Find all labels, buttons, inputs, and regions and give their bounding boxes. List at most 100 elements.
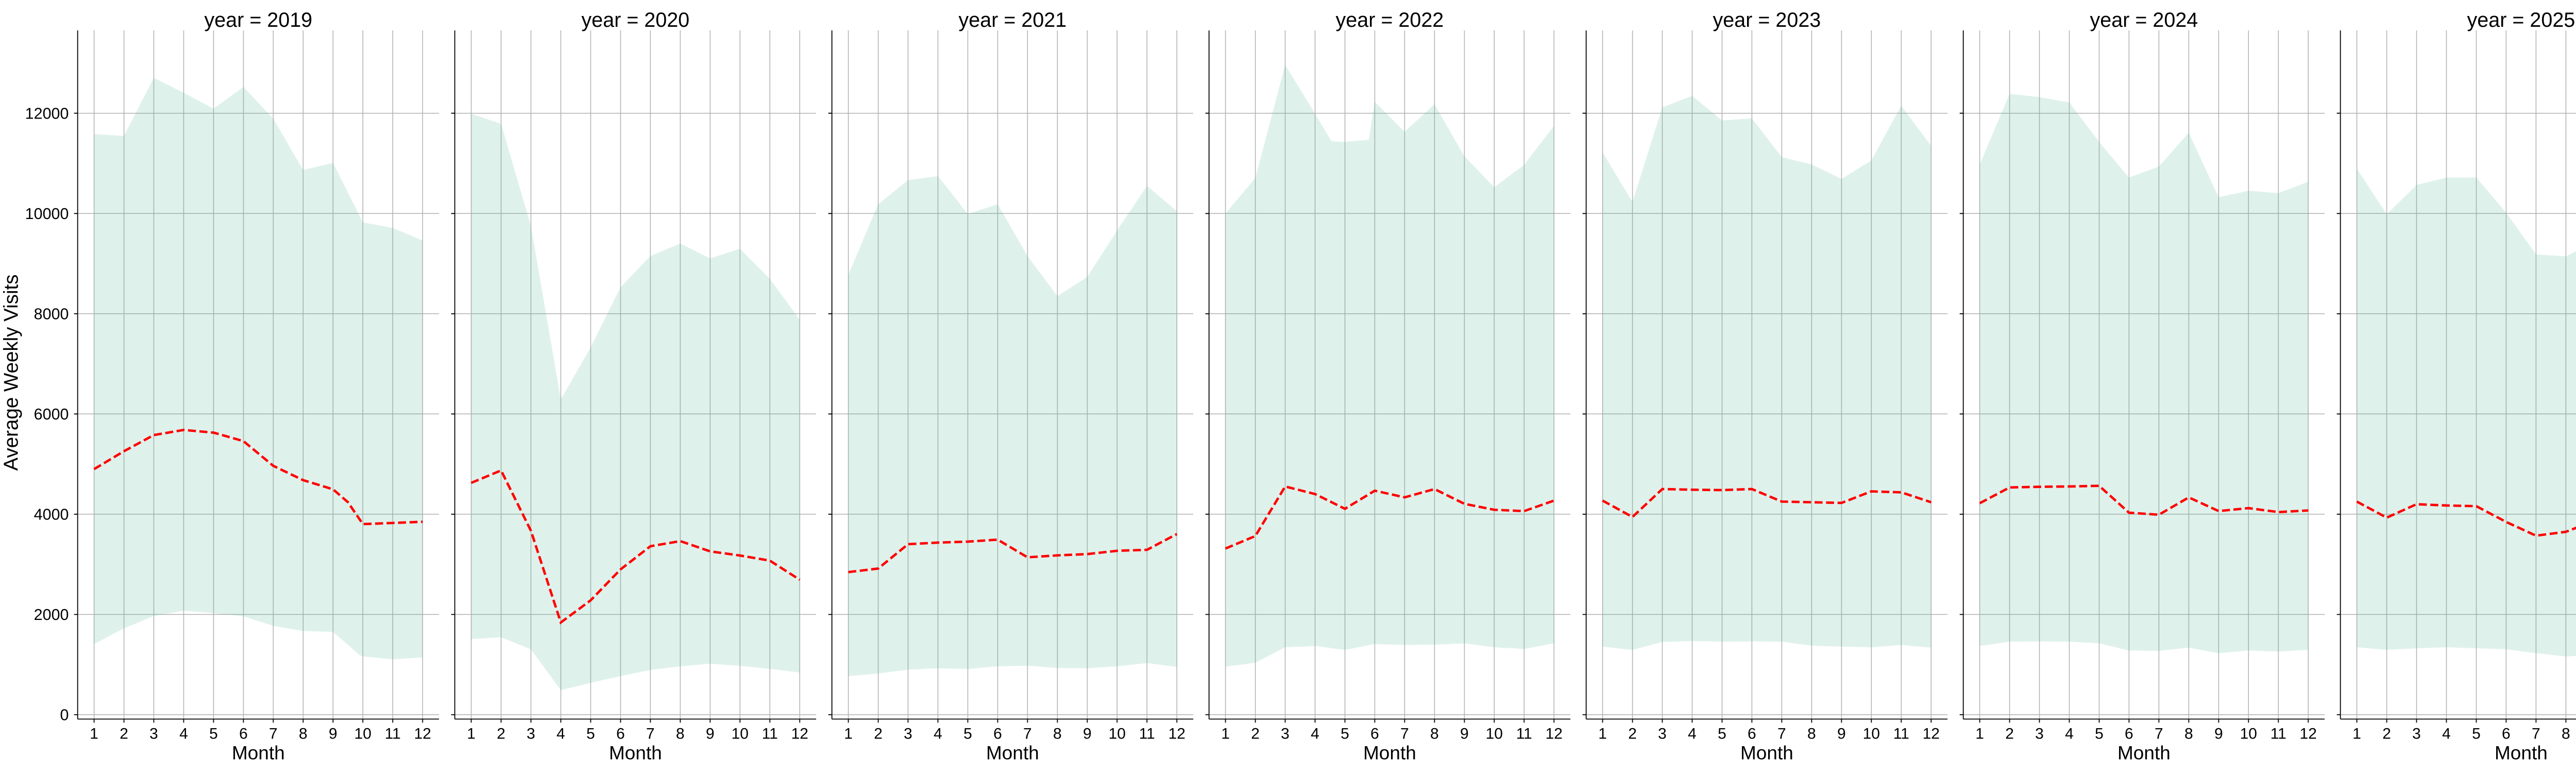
svg-text:Month: Month <box>2117 743 2171 764</box>
svg-text:Month: Month <box>232 743 285 764</box>
svg-text:0: 0 <box>60 707 69 724</box>
svg-text:6000: 6000 <box>34 406 69 423</box>
svg-text:12000: 12000 <box>25 105 69 123</box>
svg-text:7: 7 <box>2155 726 2163 743</box>
svg-text:1: 1 <box>467 726 476 743</box>
svg-text:3: 3 <box>2412 726 2421 743</box>
svg-text:10: 10 <box>2240 726 2257 743</box>
svg-text:1: 1 <box>1975 726 1984 743</box>
svg-text:3: 3 <box>2035 726 2044 743</box>
svg-text:5: 5 <box>2095 726 2104 743</box>
svg-text:7: 7 <box>269 726 278 743</box>
svg-text:year = 2025: year = 2025 <box>2467 9 2575 31</box>
svg-text:Month: Month <box>1363 743 1416 764</box>
svg-text:year = 2024: year = 2024 <box>2090 9 2198 31</box>
svg-text:8: 8 <box>299 726 308 743</box>
svg-text:10: 10 <box>1109 726 1126 743</box>
svg-text:10: 10 <box>354 726 371 743</box>
svg-text:12: 12 <box>1168 726 1185 743</box>
svg-text:5: 5 <box>1718 726 1726 743</box>
svg-text:12: 12 <box>1546 726 1563 743</box>
svg-text:Month: Month <box>986 743 1039 764</box>
svg-text:year = 2023: year = 2023 <box>1713 9 1821 31</box>
svg-text:2: 2 <box>2382 726 2391 743</box>
svg-text:11: 11 <box>385 726 401 743</box>
svg-text:Month: Month <box>2495 743 2548 764</box>
svg-text:11: 11 <box>2270 726 2286 743</box>
svg-text:3: 3 <box>1281 726 1290 743</box>
svg-text:10: 10 <box>1486 726 1503 743</box>
svg-text:11: 11 <box>1139 726 1155 743</box>
svg-text:8000: 8000 <box>34 306 69 323</box>
svg-text:9: 9 <box>1083 726 1092 743</box>
svg-text:8: 8 <box>1430 726 1439 743</box>
svg-text:2: 2 <box>1628 726 1637 743</box>
svg-text:1: 1 <box>844 726 853 743</box>
svg-text:12: 12 <box>791 726 808 743</box>
svg-text:12: 12 <box>2300 726 2317 743</box>
svg-text:6: 6 <box>2502 726 2511 743</box>
svg-text:5: 5 <box>963 726 972 743</box>
svg-text:1: 1 <box>1221 726 1230 743</box>
svg-text:Average Weekly Visits: Average Weekly Visits <box>1 275 23 471</box>
svg-text:5: 5 <box>209 726 218 743</box>
svg-text:4: 4 <box>179 726 188 743</box>
svg-text:8: 8 <box>2562 726 2570 743</box>
svg-text:7: 7 <box>646 726 655 743</box>
svg-text:year = 2021: year = 2021 <box>959 9 1067 31</box>
svg-text:2: 2 <box>1251 726 1260 743</box>
svg-text:2: 2 <box>120 726 128 743</box>
svg-text:3: 3 <box>527 726 535 743</box>
svg-text:6: 6 <box>2125 726 2133 743</box>
svg-text:2: 2 <box>497 726 505 743</box>
svg-text:11: 11 <box>1516 726 1532 743</box>
svg-text:3: 3 <box>1658 726 1667 743</box>
svg-text:2: 2 <box>2005 726 2014 743</box>
svg-text:4: 4 <box>2065 726 2074 743</box>
svg-text:8: 8 <box>676 726 685 743</box>
svg-text:5: 5 <box>586 726 595 743</box>
svg-text:7: 7 <box>1023 726 1032 743</box>
svg-text:5: 5 <box>2472 726 2481 743</box>
svg-text:11: 11 <box>762 726 778 743</box>
svg-text:4: 4 <box>2442 726 2451 743</box>
svg-text:6: 6 <box>993 726 1002 743</box>
svg-text:5: 5 <box>1341 726 1349 743</box>
svg-text:9: 9 <box>1837 726 1846 743</box>
svg-text:4: 4 <box>1688 726 1697 743</box>
svg-text:4: 4 <box>934 726 942 743</box>
svg-text:11: 11 <box>1893 726 1909 743</box>
svg-text:Month: Month <box>609 743 662 764</box>
svg-text:7: 7 <box>2532 726 2540 743</box>
svg-text:1: 1 <box>90 726 98 743</box>
svg-text:9: 9 <box>329 726 337 743</box>
svg-text:6: 6 <box>1748 726 1756 743</box>
svg-text:12: 12 <box>1923 726 1940 743</box>
svg-text:10: 10 <box>732 726 749 743</box>
svg-text:2000: 2000 <box>34 606 69 624</box>
svg-text:12: 12 <box>414 726 431 743</box>
svg-text:year = 2022: year = 2022 <box>1336 9 1444 31</box>
svg-text:8: 8 <box>1807 726 1816 743</box>
svg-text:1: 1 <box>2352 726 2361 743</box>
svg-text:4: 4 <box>556 726 565 743</box>
svg-text:3: 3 <box>904 726 912 743</box>
svg-text:6: 6 <box>239 726 248 743</box>
svg-text:10000: 10000 <box>25 205 69 223</box>
svg-text:4000: 4000 <box>34 506 69 524</box>
svg-text:Month: Month <box>1740 743 1793 764</box>
svg-text:10: 10 <box>1863 726 1880 743</box>
svg-text:1: 1 <box>1598 726 1607 743</box>
svg-text:7: 7 <box>1400 726 1409 743</box>
svg-text:9: 9 <box>706 726 715 743</box>
svg-text:year = 2020: year = 2020 <box>582 9 690 31</box>
svg-text:7: 7 <box>1777 726 1786 743</box>
svg-text:9: 9 <box>2214 726 2223 743</box>
svg-text:8: 8 <box>1053 726 1062 743</box>
svg-text:8: 8 <box>2184 726 2193 743</box>
svg-text:6: 6 <box>616 726 625 743</box>
svg-text:3: 3 <box>149 726 158 743</box>
svg-text:9: 9 <box>1460 726 1469 743</box>
svg-text:6: 6 <box>1370 726 1379 743</box>
svg-text:year = 2019: year = 2019 <box>205 9 313 31</box>
